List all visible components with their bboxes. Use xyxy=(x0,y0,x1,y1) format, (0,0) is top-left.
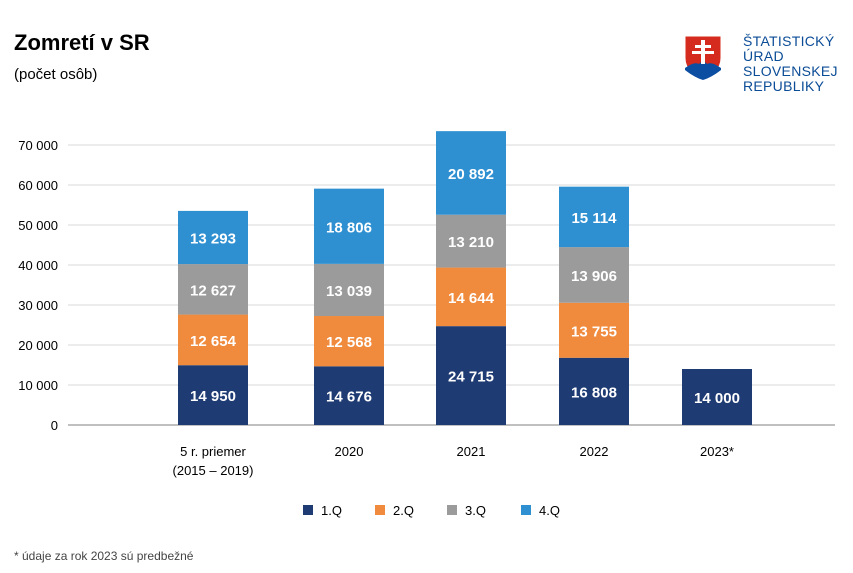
chart-subtitle: (počet osôb) xyxy=(14,66,98,83)
bar-segment xyxy=(436,326,506,425)
bar-segment xyxy=(436,267,506,327)
data-label: 24 715 xyxy=(448,369,494,386)
x-tick-label: 5 r. priemer xyxy=(180,444,246,459)
logo-line-1: ŠTATISTICKÝ xyxy=(743,33,835,49)
bar-segment xyxy=(436,214,506,268)
data-label: 13 293 xyxy=(190,230,236,247)
data-label: 14 676 xyxy=(326,389,372,406)
data-label: 16 808 xyxy=(571,384,617,401)
bar-segment xyxy=(559,186,629,248)
footnote: * údaje za rok 2023 sú predbežné xyxy=(14,549,194,563)
bar-segment xyxy=(682,369,752,425)
y-tick-label: 60 000 xyxy=(18,178,58,193)
legend-swatch xyxy=(375,505,385,515)
y-tick-label: 0 xyxy=(51,418,58,433)
y-tick-label: 70 000 xyxy=(18,138,58,153)
legend-swatch xyxy=(303,505,313,515)
data-label: 14 950 xyxy=(190,388,236,405)
data-label: 13 755 xyxy=(571,323,617,340)
x-tick-label: 2021 xyxy=(457,444,486,459)
bar-segment xyxy=(559,247,629,303)
logo-line-3: SLOVENSKEJ xyxy=(743,63,838,79)
bar-segment xyxy=(178,314,248,366)
y-tick-label: 40 000 xyxy=(18,258,58,273)
x-tick-label: (2015 – 2019) xyxy=(173,463,254,478)
bar-segment xyxy=(314,366,384,425)
data-label: 15 114 xyxy=(571,210,617,227)
bar-segment xyxy=(314,188,384,264)
data-label: 14 000 xyxy=(694,390,740,407)
legend-swatch xyxy=(447,505,457,515)
bar-segment xyxy=(178,264,248,315)
y-tick-label: 50 000 xyxy=(18,218,58,233)
legend-swatch xyxy=(521,505,531,515)
legend-label: 2.Q xyxy=(393,503,414,518)
data-label: 13 906 xyxy=(571,268,617,285)
data-label: 12 627 xyxy=(190,282,236,299)
data-label: 18 806 xyxy=(326,219,372,236)
legend-label: 1.Q xyxy=(321,503,342,518)
bar-segment xyxy=(559,357,629,425)
chart-title: Zomretí v SR xyxy=(14,30,150,55)
x-tick-label: 2023* xyxy=(700,444,734,459)
data-label: 14 644 xyxy=(448,290,495,307)
legend-label: 3.Q xyxy=(465,503,486,518)
bar-segment xyxy=(178,210,248,265)
bar-segment xyxy=(314,263,384,317)
y-tick-label: 20 000 xyxy=(18,338,58,353)
slovak-coat-of-arms-icon xyxy=(684,35,722,81)
legend-label: 4.Q xyxy=(539,503,560,518)
bar-segment xyxy=(178,365,248,425)
y-tick-label: 10 000 xyxy=(18,378,58,393)
x-tick-label: 2020 xyxy=(335,444,364,459)
bar-segment xyxy=(559,302,629,358)
data-label: 13 039 xyxy=(326,283,372,300)
bar-segment xyxy=(436,131,506,215)
logo-line-2: ÚRAD xyxy=(743,48,784,64)
y-tick-label: 30 000 xyxy=(18,298,58,313)
data-label: 12 654 xyxy=(190,333,237,350)
susr-logo: ŠTATISTICKÝ ÚRAD SLOVENSKEJ REPUBLIKY xyxy=(683,34,843,104)
logo-line-4: REPUBLIKY xyxy=(743,78,825,94)
data-label: 12 568 xyxy=(326,334,372,351)
data-label: 13 210 xyxy=(448,234,494,251)
data-label: 20 892 xyxy=(448,166,494,183)
bar-segment xyxy=(314,316,384,367)
x-tick-label: 2022 xyxy=(580,444,609,459)
